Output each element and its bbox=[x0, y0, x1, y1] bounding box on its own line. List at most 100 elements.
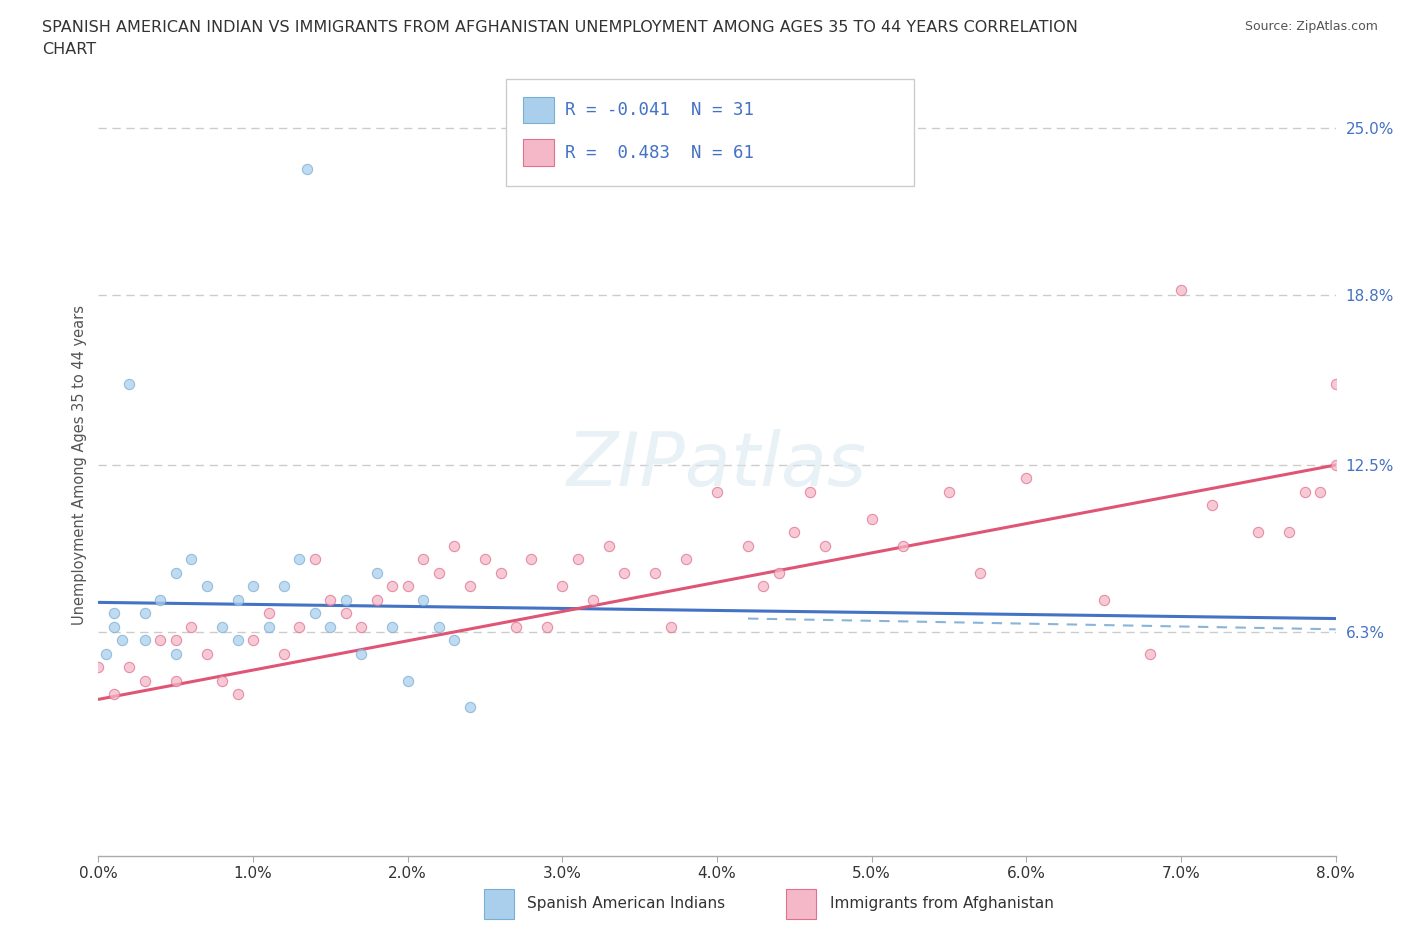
Point bbox=[96, 646, 118, 661]
Point bbox=[396, 578, 419, 593]
Point bbox=[165, 646, 187, 661]
Point bbox=[489, 565, 512, 580]
Point bbox=[297, 161, 319, 176]
Point bbox=[1247, 525, 1270, 539]
Point bbox=[319, 592, 342, 607]
Point bbox=[598, 538, 620, 553]
Text: CHART: CHART bbox=[42, 42, 96, 57]
Point bbox=[582, 592, 605, 607]
Point bbox=[350, 619, 373, 634]
Point bbox=[969, 565, 991, 580]
Point bbox=[613, 565, 636, 580]
Point bbox=[134, 605, 156, 620]
Point bbox=[412, 592, 434, 607]
Point bbox=[1201, 498, 1223, 512]
Point bbox=[350, 646, 373, 661]
Point bbox=[783, 525, 806, 539]
Point bbox=[118, 377, 141, 392]
Point bbox=[103, 605, 125, 620]
Point bbox=[938, 485, 960, 499]
Point bbox=[752, 578, 775, 593]
Point bbox=[335, 592, 357, 607]
Point bbox=[659, 619, 682, 634]
Point bbox=[134, 673, 156, 688]
Point bbox=[458, 700, 481, 715]
Point bbox=[567, 551, 589, 566]
Point bbox=[427, 619, 450, 634]
Point bbox=[273, 646, 295, 661]
Text: Source: ZipAtlas.com: Source: ZipAtlas.com bbox=[1244, 20, 1378, 33]
Point bbox=[226, 632, 249, 647]
Point bbox=[195, 646, 218, 661]
Point bbox=[288, 551, 311, 566]
Point bbox=[149, 632, 172, 647]
Point bbox=[242, 632, 264, 647]
Point bbox=[1015, 471, 1038, 485]
Point bbox=[211, 673, 233, 688]
Point bbox=[111, 632, 132, 647]
Point bbox=[257, 605, 280, 620]
Point bbox=[226, 686, 249, 701]
Point bbox=[1139, 646, 1161, 661]
Point bbox=[165, 632, 187, 647]
Point bbox=[891, 538, 914, 553]
Point bbox=[1309, 485, 1331, 499]
Point bbox=[1324, 458, 1347, 472]
Point bbox=[443, 538, 465, 553]
Point bbox=[814, 538, 837, 553]
Point bbox=[211, 619, 233, 634]
Text: R =  0.483  N = 61: R = 0.483 N = 61 bbox=[565, 143, 754, 162]
Text: □: □ bbox=[792, 895, 811, 913]
Point bbox=[644, 565, 666, 580]
Point bbox=[304, 605, 326, 620]
Point bbox=[304, 551, 326, 566]
Point bbox=[427, 565, 450, 580]
Point bbox=[1092, 592, 1115, 607]
Point bbox=[118, 659, 141, 674]
Point bbox=[226, 592, 249, 607]
Point bbox=[768, 565, 790, 580]
Point bbox=[1170, 283, 1192, 298]
Point bbox=[412, 551, 434, 566]
Y-axis label: Unemployment Among Ages 35 to 44 years: Unemployment Among Ages 35 to 44 years bbox=[72, 305, 87, 625]
Point bbox=[737, 538, 759, 553]
Point bbox=[195, 578, 218, 593]
Point bbox=[103, 686, 125, 701]
Point bbox=[443, 632, 465, 647]
Point bbox=[1324, 377, 1347, 392]
Point bbox=[319, 619, 342, 634]
Point bbox=[860, 512, 883, 526]
Point bbox=[366, 592, 388, 607]
Point bbox=[335, 605, 357, 620]
Point bbox=[505, 619, 527, 634]
Point bbox=[242, 578, 264, 593]
Point bbox=[288, 619, 311, 634]
Point bbox=[381, 619, 404, 634]
Point bbox=[474, 551, 496, 566]
Point bbox=[675, 551, 697, 566]
Point bbox=[103, 619, 125, 634]
Point bbox=[165, 565, 187, 580]
Point bbox=[165, 673, 187, 688]
Point bbox=[396, 673, 419, 688]
Point bbox=[180, 619, 202, 634]
Text: ZIPatlas: ZIPatlas bbox=[567, 429, 868, 501]
Point bbox=[149, 592, 172, 607]
Point bbox=[799, 485, 821, 499]
Point bbox=[257, 619, 280, 634]
Text: Spanish American Indians: Spanish American Indians bbox=[527, 897, 725, 911]
Point bbox=[381, 578, 404, 593]
Text: R = -0.041  N = 31: R = -0.041 N = 31 bbox=[565, 100, 754, 119]
Point bbox=[87, 659, 110, 674]
Point bbox=[1278, 525, 1301, 539]
Point bbox=[273, 578, 295, 593]
Point bbox=[134, 632, 156, 647]
Point bbox=[536, 619, 558, 634]
Text: SPANISH AMERICAN INDIAN VS IMMIGRANTS FROM AFGHANISTAN UNEMPLOYMENT AMONG AGES 3: SPANISH AMERICAN INDIAN VS IMMIGRANTS FR… bbox=[42, 20, 1078, 35]
Point bbox=[366, 565, 388, 580]
Point bbox=[706, 485, 728, 499]
Point bbox=[520, 551, 543, 566]
Point bbox=[551, 578, 574, 593]
Point bbox=[1294, 485, 1316, 499]
Text: □: □ bbox=[489, 895, 509, 913]
